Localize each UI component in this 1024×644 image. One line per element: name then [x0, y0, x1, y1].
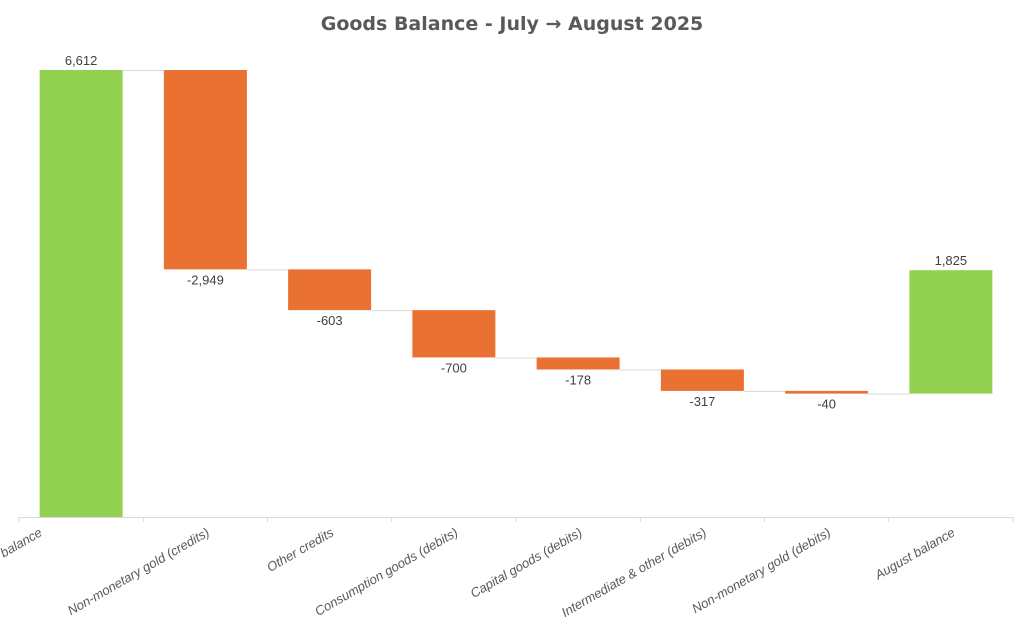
bar-6 — [785, 390, 869, 394]
bar-7 — [909, 270, 993, 394]
x-tick-label: July balance — [0, 525, 45, 575]
data-label: 6,612 — [65, 53, 98, 68]
bar-0 — [39, 70, 123, 517]
x-tick-label: Consumption goods (debits) — [312, 525, 460, 619]
x-tick-label: Non-monetary gold (credits) — [65, 525, 212, 619]
data-label: -40 — [817, 397, 836, 412]
x-tick-label: Capital goods (debits) — [468, 525, 585, 601]
chart-title: Goods Balance - July → August 2025 — [321, 13, 704, 35]
bar-5 — [660, 369, 744, 391]
data-label: -700 — [441, 360, 467, 375]
data-label: -317 — [689, 394, 715, 409]
bar-4 — [536, 357, 620, 370]
data-label: -2,949 — [187, 272, 224, 287]
bar-2 — [288, 269, 372, 311]
x-tick-label: August balance — [871, 525, 957, 583]
x-tick-label: Non-monetary gold (debits) — [689, 525, 833, 617]
data-label: -603 — [317, 313, 343, 328]
data-label: 1,825 — [935, 253, 968, 268]
bar-3 — [412, 310, 496, 358]
x-tick-label: Other credits — [264, 524, 336, 574]
data-label: -178 — [565, 372, 591, 387]
bar-1 — [163, 70, 247, 270]
